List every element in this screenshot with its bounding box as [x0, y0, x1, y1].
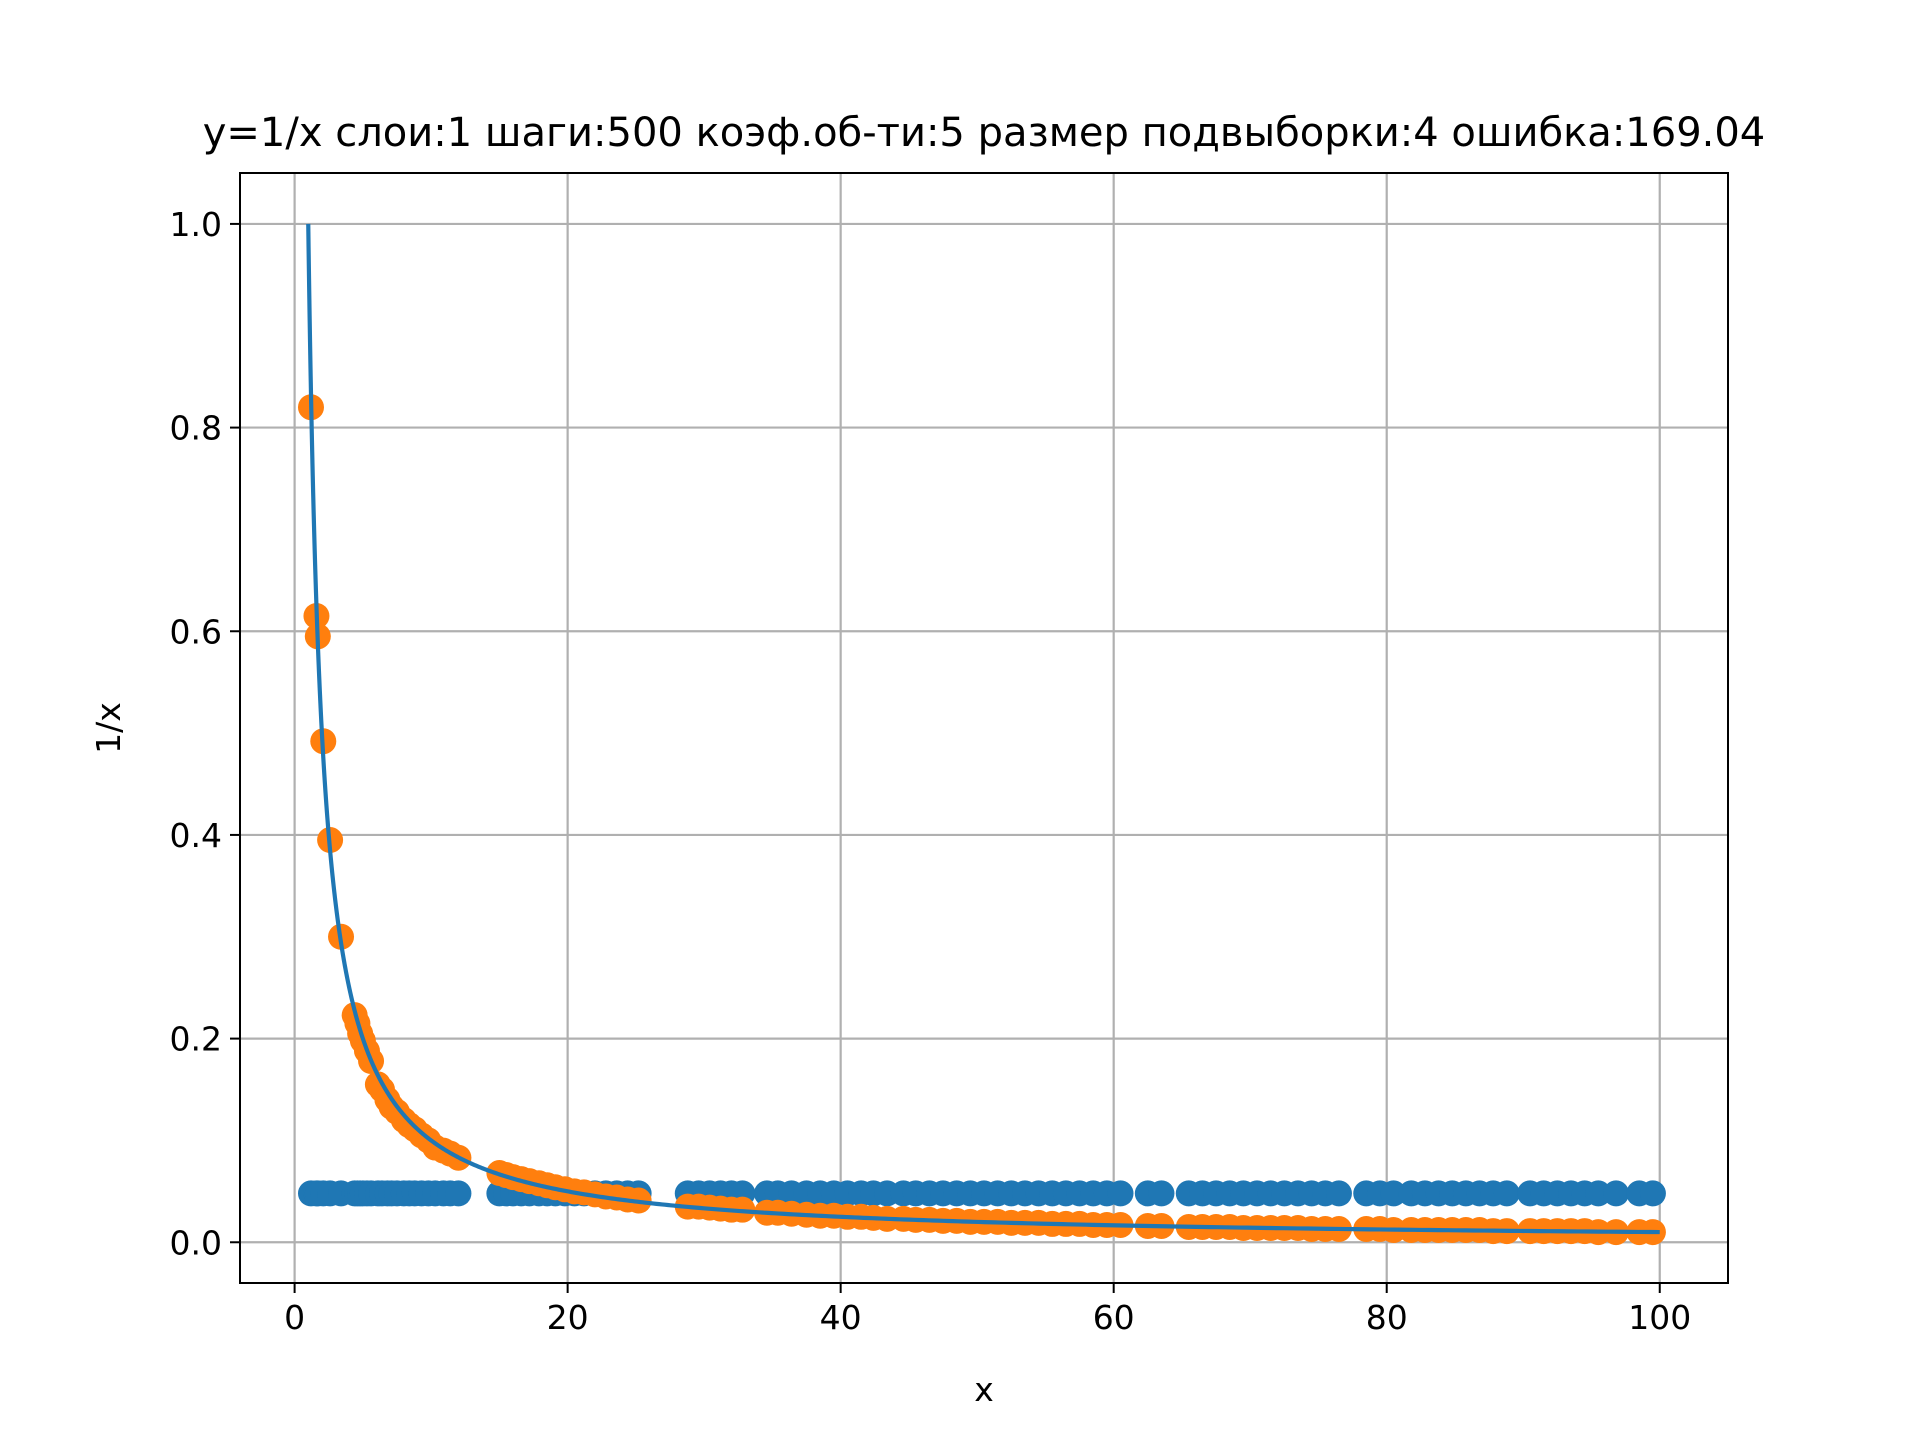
target-points: [297, 394, 1666, 1246]
series-line: [306, 223, 1660, 1235]
predicted-point: [1148, 1180, 1175, 1207]
y-tick-label: 0.2: [170, 1020, 222, 1059]
x-tick-label: 40: [820, 1298, 862, 1337]
y-axis-label: 1/x: [89, 702, 128, 754]
plot-frame: [239, 172, 1729, 1284]
x-tick-label: 100: [1628, 1298, 1691, 1337]
x-tick-label: 0: [284, 1298, 305, 1337]
y-tick-label: 0.6: [170, 612, 222, 651]
x-axis-ticks: 0 20 40 60 80 100: [284, 1283, 1691, 1337]
x-tick-label: 20: [547, 1298, 589, 1337]
predicted-point: [1639, 1180, 1666, 1207]
grid: [240, 173, 1728, 1283]
predicted-point: [1603, 1180, 1630, 1207]
y-tick-label: 1.0: [170, 205, 222, 244]
predicted-point: [1325, 1180, 1352, 1207]
predicted-point: [1493, 1180, 1520, 1207]
chart-title: y=1/x слои:1 шаги:500 коэф.об-ти:5 разме…: [203, 110, 1766, 156]
y-tick-label: 0.4: [170, 816, 222, 855]
x-axis-label: x: [974, 1370, 994, 1409]
y-tick-label: 0.8: [170, 409, 222, 448]
predicted-point: [1107, 1180, 1134, 1207]
predicted-point: [445, 1180, 472, 1207]
x-tick-label: 80: [1366, 1298, 1408, 1337]
y-axis-ticks: 0.0 0.2 0.4 0.6 0.8 1.0: [170, 205, 240, 1262]
y-tick-label: 0.0: [170, 1223, 222, 1262]
x-tick-label: 60: [1093, 1298, 1135, 1337]
